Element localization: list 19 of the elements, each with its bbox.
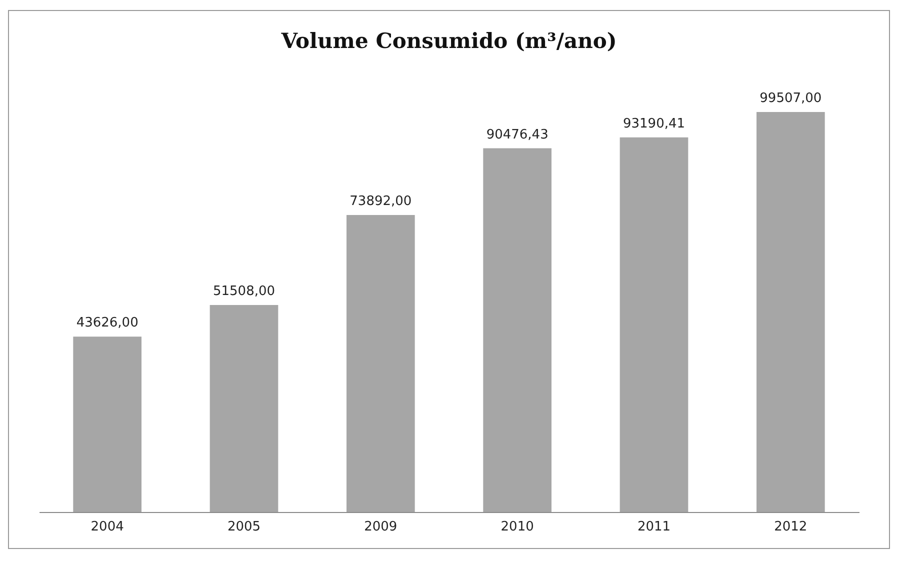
- chart-title: Volume Consumido (m³/ano): [280, 28, 617, 53]
- data-label: 73892,00: [350, 194, 412, 209]
- data-label: 90476,43: [486, 127, 548, 142]
- bar: [73, 336, 142, 512]
- x-tick-label: 2005: [227, 520, 261, 534]
- bar: [483, 148, 552, 512]
- x-tick-label: 2011: [637, 520, 671, 534]
- bar: [756, 112, 825, 512]
- bar: [346, 214, 415, 512]
- x-tick-label: 2012: [774, 520, 808, 534]
- data-label: 43626,00: [76, 316, 138, 331]
- x-tick-label: 2009: [364, 520, 398, 534]
- bar: [210, 304, 278, 512]
- data-label: 51508,00: [212, 284, 276, 299]
- x-tick-label: 2010: [500, 520, 534, 534]
- data-label: 99507,00: [760, 91, 822, 106]
- bar: [620, 137, 688, 512]
- data-label: 93190,41: [622, 116, 686, 132]
- x-tick-label: 2004: [90, 520, 124, 534]
